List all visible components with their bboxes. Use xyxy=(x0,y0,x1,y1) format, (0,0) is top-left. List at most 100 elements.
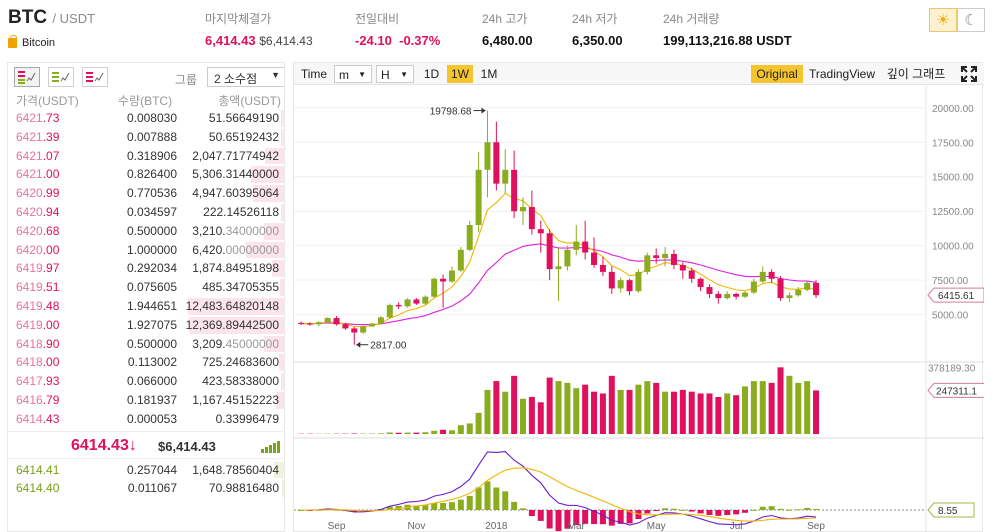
macd-histogram-bar xyxy=(564,510,571,529)
candle-body xyxy=(733,293,740,297)
ask-row[interactable]: 6417.93 0.066000 423.58338000 xyxy=(8,372,284,391)
macd-histogram-bar xyxy=(502,491,509,510)
group-precision-select[interactable]: 2 소수점 ▼ xyxy=(207,67,284,87)
ask-total: 1,874.84951898 xyxy=(192,261,279,276)
ma-slow-line xyxy=(300,243,817,326)
chart-toolbar: Time m ▼ H ▼ 1D 1W 1M Original TradingView… xyxy=(294,63,984,85)
macd-histogram-bar xyxy=(537,510,544,521)
volume-bar xyxy=(440,429,447,434)
macd-histogram-bar xyxy=(582,510,589,524)
stat-change: 전일대비 -24.10 -0.37% xyxy=(355,10,440,48)
candle-body xyxy=(395,304,402,307)
ask-total: 423.58338000 xyxy=(202,374,279,389)
macd-histogram-bar xyxy=(413,505,420,510)
coin-name: Bitcoin xyxy=(8,35,55,49)
time-button[interactable]: Time xyxy=(300,67,328,81)
ask-row[interactable]: 6418.00 0.113002 725.24683600 xyxy=(8,353,284,372)
macd-histogram-bar xyxy=(786,509,793,511)
sun-icon[interactable]: ☀ xyxy=(929,8,957,32)
candle-body xyxy=(715,293,722,299)
volume-bar xyxy=(653,382,660,434)
current-price-label: 6415.61 xyxy=(938,291,975,302)
ask-row[interactable]: 6420.99 0.770536 4,947.60395064 xyxy=(8,184,284,203)
candle-body xyxy=(706,287,713,294)
macd-histogram-bar xyxy=(813,509,820,511)
ask-row[interactable]: 6419.48 1.944651 12,483.64820148 xyxy=(8,297,284,316)
lock-icon xyxy=(8,35,17,48)
fullscreen-icon[interactable] xyxy=(958,65,980,83)
volume-bar xyxy=(502,391,509,434)
candle-body xyxy=(564,249,571,267)
ask-row[interactable]: 6414.43 0.000053 0.33996479 xyxy=(8,410,284,429)
min-price-label: 2817.00 xyxy=(370,341,407,352)
ask-row[interactable]: 6419.97 0.292034 1,874.84951898 xyxy=(8,259,284,278)
candle-body xyxy=(377,317,384,324)
macd-histogram-bar xyxy=(591,510,598,525)
price-tick-label: 15000.00 xyxy=(932,173,974,184)
stat-last-price: 마지막체결가 6,414.43 $6,414.43 xyxy=(205,10,313,48)
moon-icon[interactable]: ☾ xyxy=(957,8,985,32)
minute-select[interactable]: m ▼ xyxy=(334,65,372,83)
bid-row[interactable]: 6414.40 0.011067 70.98816480 xyxy=(8,479,284,498)
depth-bar xyxy=(245,241,284,259)
ask-qty: 0.770536 xyxy=(126,186,177,201)
order-book-toolbar: 그룹 2 소수점 ▼ xyxy=(8,63,284,91)
ask-row[interactable]: 6418.90 0.500000 3,209.45000000 xyxy=(8,335,284,354)
volume-bar xyxy=(626,389,633,434)
ask-price: 6420.94 xyxy=(16,204,60,219)
price-chart[interactable]: 5000.00 7500.00 10000.00 12500.00 15000.00 17… xyxy=(294,86,984,532)
macd-histogram-bar xyxy=(440,502,447,510)
ask-row[interactable]: 6421.39 0.007888 50.65192432 xyxy=(8,128,284,147)
stat-label: 24h 고가 xyxy=(482,12,528,26)
macd-histogram-bar xyxy=(706,510,713,516)
column-qty: 수량(BTC) xyxy=(118,94,173,108)
depth-bar xyxy=(276,391,284,409)
ask-row[interactable]: 6420.68 0.500000 3,210.34000000 xyxy=(8,222,284,241)
candle-body xyxy=(617,280,624,289)
bid-row[interactable]: 6414.41 0.257044 1,648.78560404 xyxy=(8,461,284,480)
stat-label: 전일대비 xyxy=(355,12,400,26)
volume-bar xyxy=(591,391,598,434)
ask-row[interactable]: 6416.79 0.181937 1,167.45152223 xyxy=(8,391,284,410)
min-arrow-head xyxy=(356,341,361,348)
volume-bar xyxy=(742,386,748,434)
period-1m-button[interactable]: 1M xyxy=(480,67,498,81)
ask-row[interactable]: 6419.51 0.075605 485.34705355 xyxy=(8,278,284,297)
candle-body xyxy=(768,271,775,279)
ask-row[interactable]: 6419.00 1.927075 12,369.89442500 xyxy=(8,316,284,335)
bid-list: 6414.41 0.257044 1,648.78560404 6414.40 0.01… xyxy=(8,461,284,499)
orderbook-buy-icon[interactable] xyxy=(48,67,74,87)
time-tick-label: Mar xyxy=(568,521,586,532)
theme-switcher: ☀ ☾ xyxy=(929,8,985,32)
volume-bar xyxy=(759,381,766,434)
stat-24h-volume: 24h 거래량 199,113,216.88 USDT xyxy=(663,10,792,48)
ask-row[interactable]: 6421.00 0.826400 5,306.31440000 xyxy=(8,165,284,184)
period-1w-button[interactable]: 1W xyxy=(447,65,473,83)
candle-body xyxy=(360,326,367,333)
ask-qty: 1.944651 xyxy=(126,298,177,313)
ask-price: 6421.39 xyxy=(16,129,60,144)
ask-row[interactable]: 6421.73 0.008030 51.56649190 xyxy=(8,109,284,128)
ask-total: 3,209.45000000 xyxy=(192,336,279,351)
ask-row[interactable]: 6420.00 1.000000 6,420.00000000 xyxy=(8,241,284,260)
ask-price: 6421.07 xyxy=(16,148,60,163)
volume-bar xyxy=(395,432,402,434)
candle-body xyxy=(804,282,811,290)
volume-bar xyxy=(457,425,464,434)
ask-row[interactable]: 6421.07 0.318906 2,047.71774942 xyxy=(8,147,284,166)
candle-body xyxy=(342,324,349,329)
hour-select[interactable]: H ▼ xyxy=(376,65,414,83)
price-tick-label: 12500.00 xyxy=(932,207,974,218)
period-1d-button[interactable]: 1D xyxy=(423,67,440,81)
view-original-button[interactable]: Original xyxy=(751,65,803,83)
orderbook-both-icon[interactable] xyxy=(14,67,40,87)
ask-qty: 0.000053 xyxy=(126,411,177,426)
volume-bar xyxy=(546,377,553,434)
orderbook-sell-icon[interactable] xyxy=(82,67,108,87)
volume-bar xyxy=(448,430,455,434)
volume-bar xyxy=(670,391,677,434)
volume-bar xyxy=(706,393,713,434)
view-depth-button[interactable]: 깊이 그래프 xyxy=(886,67,946,81)
ask-row[interactable]: 6420.94 0.034597 222.14526118 xyxy=(8,203,284,222)
view-tradingview-button[interactable]: TradingView xyxy=(808,67,876,81)
